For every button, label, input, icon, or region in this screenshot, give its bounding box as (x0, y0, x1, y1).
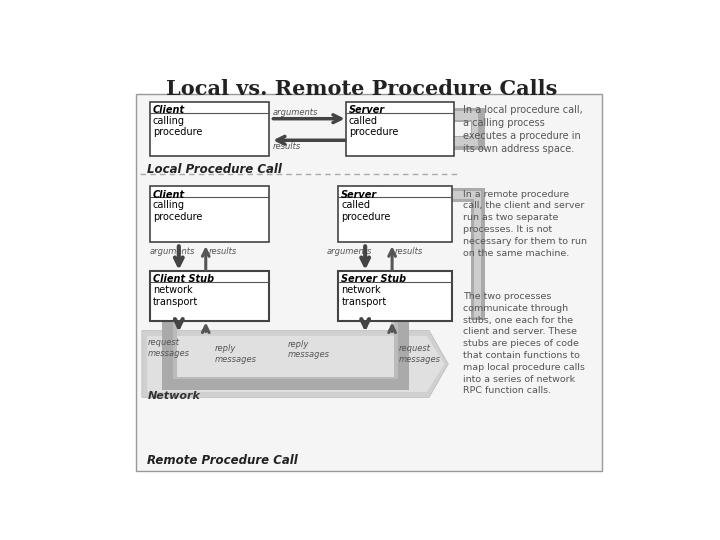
Text: arguments: arguments (327, 247, 372, 255)
FancyBboxPatch shape (150, 271, 269, 321)
Text: In a remote procedure
call, the client and server
run as two separate
processes.: In a remote procedure call, the client a… (463, 190, 587, 258)
Text: results: results (273, 142, 301, 151)
Text: reply
messages: reply messages (215, 345, 257, 364)
FancyBboxPatch shape (137, 94, 601, 471)
Text: Server: Server (341, 190, 377, 200)
Polygon shape (360, 191, 482, 316)
Text: Local Procedure Call: Local Procedure Call (148, 164, 282, 177)
Text: reply
messages: reply messages (288, 340, 330, 359)
Text: network
transport: network transport (153, 285, 198, 307)
Text: Server: Server (349, 105, 385, 115)
FancyBboxPatch shape (338, 271, 452, 321)
Text: request
messages: request messages (398, 345, 440, 364)
Text: network
transport: network transport (341, 285, 387, 307)
Text: Local vs. Remote Procedure Calls: Local vs. Remote Procedure Calls (166, 79, 557, 99)
Text: Server Stub: Server Stub (341, 274, 406, 284)
Text: results: results (395, 247, 423, 255)
Polygon shape (162, 320, 409, 390)
Polygon shape (360, 188, 485, 320)
Text: The two processes
communicate through
stubs, one each for the
client and server.: The two processes communicate through st… (463, 292, 585, 395)
Text: In a local procedure call,
a calling process
executes a procedure in
its own add: In a local procedure call, a calling pro… (463, 105, 582, 154)
Polygon shape (168, 320, 403, 386)
Text: calling
procedure: calling procedure (153, 116, 202, 137)
Text: Client: Client (153, 105, 185, 115)
Text: arguments: arguments (150, 247, 195, 255)
Polygon shape (142, 330, 449, 397)
Polygon shape (148, 336, 444, 392)
Text: Client: Client (153, 190, 185, 200)
Text: calling
procedure: calling procedure (153, 200, 202, 222)
Text: Remote Procedure Call: Remote Procedure Call (148, 454, 298, 467)
Text: called
procedure: called procedure (349, 116, 398, 137)
Text: Network: Network (148, 392, 201, 401)
FancyBboxPatch shape (150, 186, 269, 242)
FancyBboxPatch shape (346, 102, 454, 156)
Text: called
procedure: called procedure (341, 200, 391, 222)
Text: arguments: arguments (273, 108, 318, 117)
FancyBboxPatch shape (150, 102, 269, 156)
FancyBboxPatch shape (338, 186, 452, 242)
Text: results: results (209, 247, 237, 255)
Polygon shape (174, 320, 397, 382)
Polygon shape (450, 108, 485, 150)
Text: Client Stub: Client Stub (153, 274, 214, 284)
Text: request
messages: request messages (148, 338, 189, 357)
Polygon shape (450, 111, 478, 146)
